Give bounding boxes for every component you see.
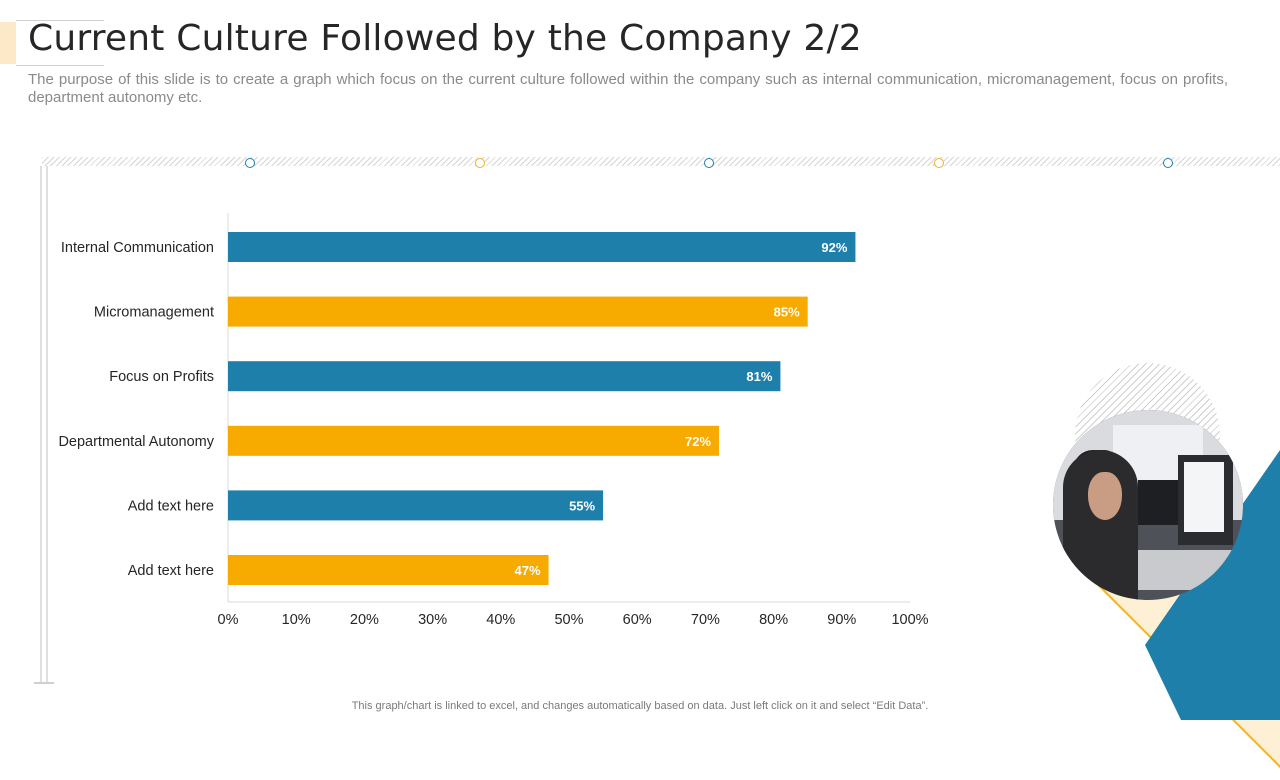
left-frame-foot [34,682,54,684]
x-tick-label-0: 0% [218,612,239,628]
x-tick-label-10: 100% [891,612,928,628]
data-label-5: 55% [569,498,595,513]
bar-6 [228,555,549,585]
title-accent-block [0,22,16,64]
x-tick-label-1: 10% [282,612,311,628]
category-label-6: Add text here [128,563,214,579]
category-label-2: Micromanagement [94,305,214,321]
bar-chart: Internal Communication 92% Micromanagement… [58,213,929,628]
x-tick-label-9: 90% [827,612,856,628]
left-frame-line-inner [46,166,48,682]
x-tick-label-4: 40% [486,612,515,628]
person-at-computer-photo [1053,410,1243,600]
bar-1 [228,232,856,262]
title-rule-bottom [16,65,104,66]
timeline-dot-5 [1163,158,1173,168]
bar-5 [228,490,604,521]
timeline-dot-2 [475,158,485,168]
chart-footnote: This graph/chart is linked to excel, and… [351,700,929,712]
timeline-dot-4 [934,158,944,168]
data-label-6: 47% [515,563,541,578]
bar-4 [228,425,720,456]
x-tick-label-7: 70% [691,612,720,628]
title-rule-top [16,20,104,21]
slide-subtitle: The purpose of this slide is to create a… [28,71,1228,106]
category-label-1: Internal Communication [61,240,214,256]
data-label-2: 85% [774,305,800,320]
left-frame-line-outer [40,166,42,682]
category-label-4: Departmental Autonomy [58,434,214,450]
timeline-dot-1 [245,158,255,168]
data-label-3: 81% [746,369,772,384]
category-label-3: Focus on Profits [109,369,214,385]
timeline-dot-3 [704,158,714,168]
data-label-1: 92% [821,240,847,255]
x-tick-label-2: 20% [350,612,379,628]
x-tick-label-5: 50% [554,612,583,628]
x-tick-label-6: 60% [623,612,652,628]
building-icon [1225,562,1243,596]
hatched-timeline-band [42,157,1280,166]
x-tick-label-8: 80% [759,612,788,628]
category-label-5: Add text here [128,498,214,514]
bar-2 [228,296,808,327]
x-tick-label-3: 30% [418,612,447,628]
bar-3 [228,361,781,392]
data-label-4: 72% [685,434,711,449]
slide-title: Current Culture Followed by the Company … [28,18,862,59]
